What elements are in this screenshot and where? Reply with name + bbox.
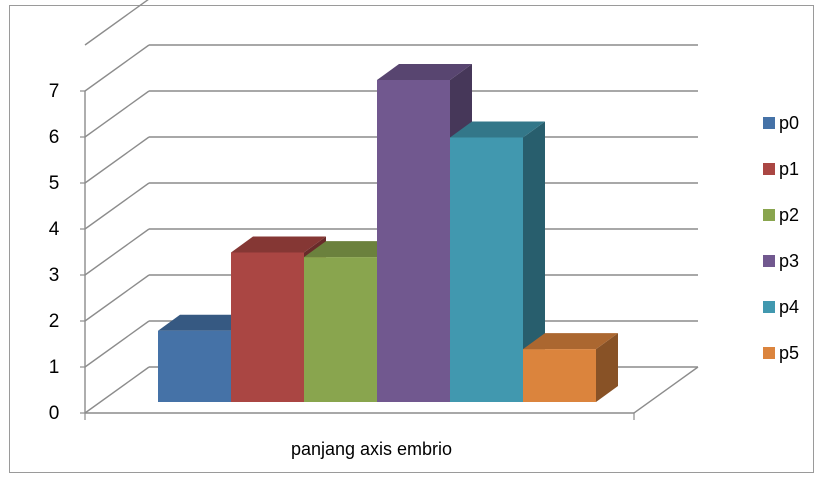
gridline-side: [84, 44, 150, 92]
gridline-side: [84, 0, 149, 46]
x-tick-labels: panjang axis embrio: [291, 439, 452, 459]
bar-top-p4: [450, 121, 545, 138]
gridline-side: [84, 366, 150, 414]
bar-top-p3: [377, 64, 472, 80]
y-tick-label: 0: [49, 403, 60, 424]
gridline-side: [84, 274, 150, 322]
y-tick-label: 5: [49, 173, 60, 194]
gridline-side: [84, 90, 150, 138]
floor-right-edge: [633, 366, 699, 414]
legend-label-p5: p5: [779, 343, 799, 363]
bars: [158, 64, 618, 402]
legend-label-p2: p2: [779, 205, 799, 225]
bar-top-p0: [158, 314, 253, 331]
gridline-side: [84, 320, 150, 368]
legend-swatch-p5: [763, 347, 775, 359]
legend-swatch-p0: [763, 117, 775, 129]
bar-front-p1: [231, 252, 304, 402]
gridline-side: [84, 228, 150, 276]
bar-side-p4: [523, 121, 545, 402]
bar-side-p5: [596, 333, 618, 402]
legend-swatch-p1: [763, 163, 775, 175]
bar-p4: [450, 121, 545, 402]
y-tick-label: 7: [49, 81, 60, 102]
y-tick-label: 2: [49, 311, 60, 332]
axes: [80, 90, 699, 420]
y-tick-label: 4: [49, 219, 60, 240]
legend-label-p1: p1: [779, 159, 799, 179]
y-tick-label: 6: [49, 127, 60, 148]
legend-swatch-p4: [763, 301, 775, 313]
bar-front-p2: [304, 257, 377, 402]
legend-label-p4: p4: [779, 297, 799, 317]
bar-front-p5: [523, 349, 596, 402]
x-category-label: panjang axis embrio: [291, 439, 452, 459]
legend-swatch-p3: [763, 255, 775, 267]
bar-top-p1: [231, 236, 326, 253]
bar-top-p2: [304, 241, 399, 258]
gridline-side: [84, 136, 150, 184]
bar-front-p0: [158, 330, 231, 402]
legend-label-p0: p0: [779, 113, 799, 133]
bar-front-p3: [377, 80, 450, 402]
y-tick-label: 3: [49, 265, 60, 286]
y-tick-label: 1: [49, 357, 60, 378]
legend-label-p3: p3: [779, 251, 799, 271]
legend: p0 p1 p2 p3 p4 p5: [763, 113, 799, 363]
y-tick-labels: 0 1 2 3 4 5 6 7: [49, 81, 60, 424]
gridline-side: [84, 182, 150, 230]
bar-p5: [523, 333, 618, 402]
bar-front-p4: [450, 137, 523, 402]
bar-top-p5: [523, 333, 618, 350]
legend-swatch-p2: [763, 209, 775, 221]
